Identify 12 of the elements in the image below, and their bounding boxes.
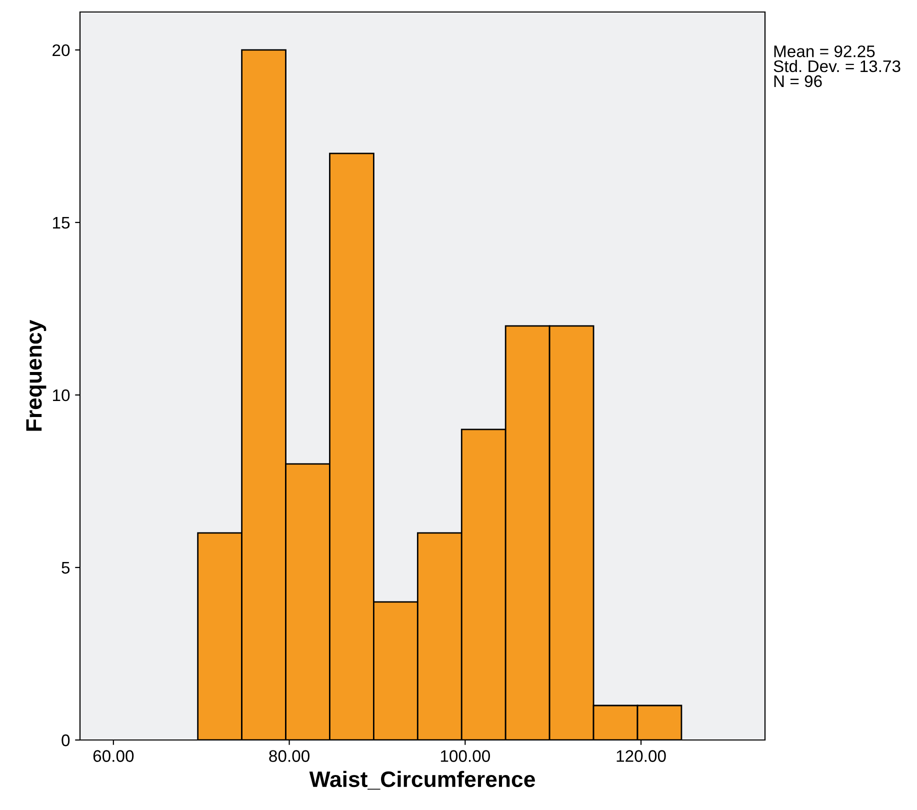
- x-tick-label: 80.00: [269, 750, 310, 762]
- y-tick-label: 20: [52, 44, 70, 56]
- x-tick-label: 60.00: [93, 750, 134, 762]
- x-tick-label: 100.00: [440, 750, 490, 762]
- x-axis-title: Waist_Circumference: [309, 770, 535, 790]
- y-tick-label: 10: [53, 389, 70, 402]
- y-axis-title: Frequency: [26, 320, 46, 431]
- y-tick-label: 15: [53, 217, 70, 229]
- y-tick-label: 0: [62, 734, 70, 746]
- y-tick-label: 5: [62, 562, 70, 574]
- text: Mean = 92.25 Std. Dev. = 13.73 N = 96: [774, 45, 900, 88]
- x-tick-label: 120.00: [616, 750, 666, 762]
